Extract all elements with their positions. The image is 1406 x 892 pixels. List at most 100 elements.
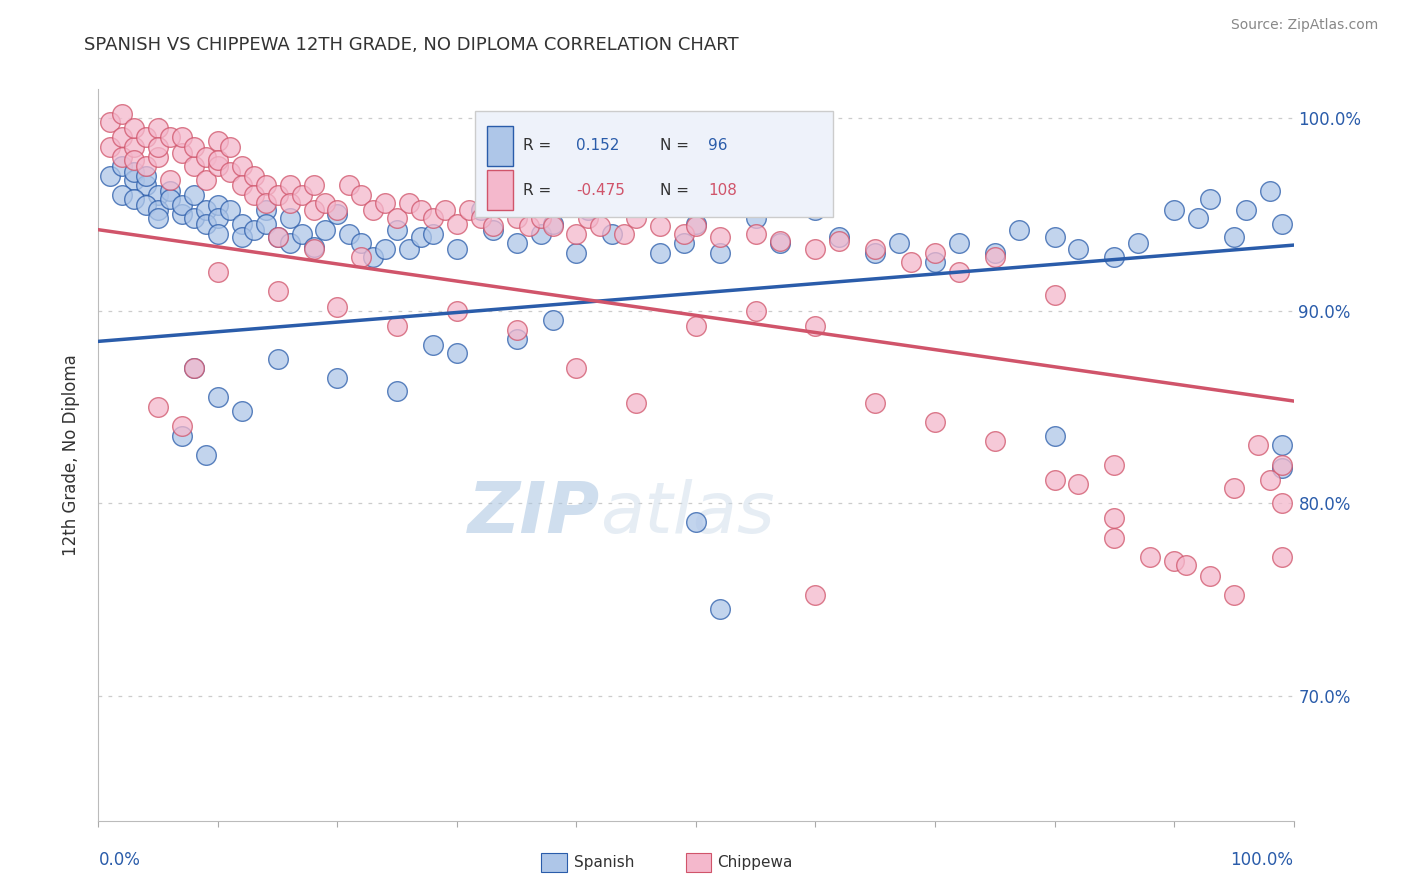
Point xyxy=(231,217,253,231)
Point xyxy=(148,140,170,154)
Point xyxy=(148,150,170,164)
Text: Source: ZipAtlas.com: Source: ZipAtlas.com xyxy=(1230,18,1378,32)
Point xyxy=(648,219,672,233)
Point xyxy=(900,255,922,269)
Point xyxy=(745,227,768,241)
Point xyxy=(326,203,349,218)
Point xyxy=(458,203,481,218)
Point xyxy=(148,203,170,218)
Point xyxy=(135,159,157,173)
Point xyxy=(267,230,290,244)
Point xyxy=(254,203,277,218)
Point xyxy=(135,197,157,211)
Point xyxy=(363,203,385,218)
Point xyxy=(291,188,314,202)
Text: Chippewa: Chippewa xyxy=(717,855,793,870)
Point xyxy=(530,211,553,226)
Y-axis label: 12th Grade, No Diploma: 12th Grade, No Diploma xyxy=(62,354,80,556)
Point xyxy=(804,242,827,256)
Point xyxy=(1258,473,1281,487)
Point xyxy=(924,415,946,429)
Point xyxy=(411,230,433,244)
Point xyxy=(254,195,277,210)
Point xyxy=(685,217,707,231)
Point xyxy=(195,203,218,218)
Point xyxy=(159,130,181,145)
Point xyxy=(1271,438,1294,452)
Point xyxy=(135,178,157,193)
Point xyxy=(1271,496,1294,510)
Point xyxy=(207,211,229,226)
Text: N =: N = xyxy=(661,138,689,153)
Point xyxy=(626,211,648,226)
Point xyxy=(231,178,253,193)
Point xyxy=(745,303,768,318)
Point xyxy=(195,150,218,164)
Point xyxy=(565,245,588,260)
Point xyxy=(1271,549,1294,564)
Point xyxy=(709,245,731,260)
Point xyxy=(1223,589,1246,603)
Point xyxy=(422,211,444,226)
Text: R =: R = xyxy=(523,183,551,198)
Point xyxy=(350,250,373,264)
Point xyxy=(326,207,349,221)
Point xyxy=(183,159,205,173)
Point xyxy=(1199,192,1222,206)
Point xyxy=(1223,230,1246,244)
Point xyxy=(1199,569,1222,583)
Point xyxy=(422,227,444,241)
Point xyxy=(828,230,851,244)
Point xyxy=(578,211,600,226)
Point xyxy=(195,217,218,231)
Point xyxy=(1008,223,1031,237)
Point xyxy=(804,589,827,603)
Point xyxy=(709,602,731,616)
Point xyxy=(506,323,529,337)
Point xyxy=(124,120,146,135)
Point xyxy=(446,346,468,360)
Point xyxy=(183,140,205,154)
Point xyxy=(1043,473,1066,487)
Text: R =: R = xyxy=(523,138,551,153)
Point xyxy=(183,361,205,376)
Point xyxy=(865,396,887,410)
Point xyxy=(411,203,433,218)
Point xyxy=(111,107,134,121)
Point xyxy=(385,211,409,226)
Point xyxy=(183,188,205,202)
Point xyxy=(1271,458,1294,472)
Point xyxy=(1258,184,1281,198)
Point xyxy=(422,338,444,352)
Point xyxy=(541,217,564,231)
Point xyxy=(804,203,827,218)
Point xyxy=(1104,511,1126,525)
Point xyxy=(1128,236,1150,251)
Point xyxy=(374,242,396,256)
Point xyxy=(1271,217,1294,231)
Text: SPANISH VS CHIPPEWA 12TH GRADE, NO DIPLOMA CORRELATION CHART: SPANISH VS CHIPPEWA 12TH GRADE, NO DIPLO… xyxy=(84,36,740,54)
Point xyxy=(1104,250,1126,264)
Point xyxy=(470,203,492,218)
Point xyxy=(517,219,540,233)
Point xyxy=(1067,476,1090,491)
Point xyxy=(470,211,492,226)
Point xyxy=(385,223,409,237)
Point xyxy=(148,120,170,135)
Point xyxy=(231,159,253,173)
Point xyxy=(124,153,146,168)
Point xyxy=(541,219,564,233)
Point xyxy=(530,227,553,241)
Point xyxy=(1139,549,1161,564)
Point xyxy=(243,169,266,183)
Point xyxy=(278,236,301,251)
Point xyxy=(267,230,290,244)
Point xyxy=(207,153,229,168)
Point xyxy=(148,211,170,226)
Point xyxy=(565,227,588,241)
Point xyxy=(243,223,266,237)
Point xyxy=(339,178,361,193)
Point xyxy=(804,318,827,333)
Bar xyxy=(486,169,513,210)
Point xyxy=(446,217,468,231)
